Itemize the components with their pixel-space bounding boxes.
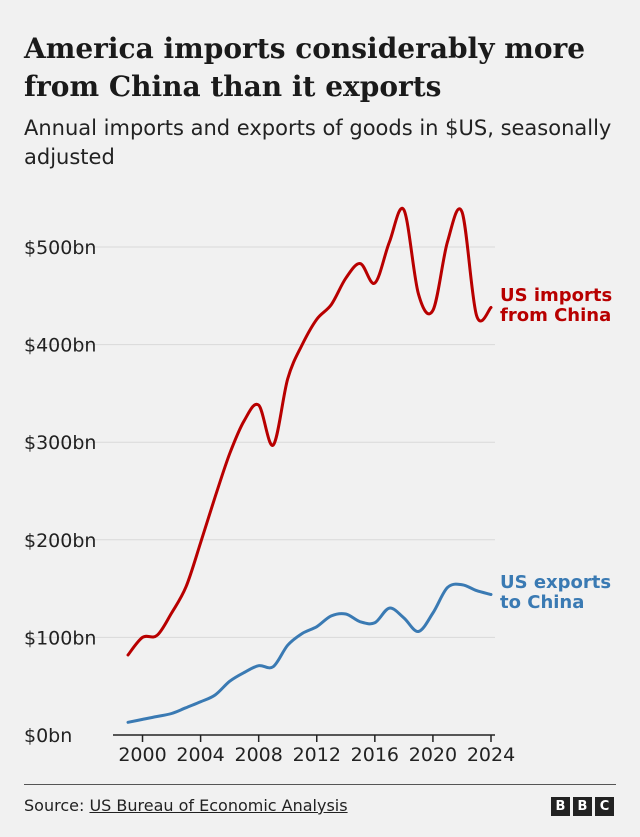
data-point bbox=[243, 671, 246, 674]
data-point bbox=[156, 634, 159, 637]
y-axis-tick-labels: $0bn $100bn $200bn $300bn $400bn $500bn bbox=[24, 237, 96, 747]
data-point bbox=[185, 706, 188, 709]
x-tick-label: 2000 bbox=[118, 744, 166, 766]
data-point bbox=[156, 715, 159, 718]
data-point bbox=[315, 625, 318, 628]
x-tick-label: 2024 bbox=[467, 744, 515, 766]
footer-divider bbox=[24, 784, 616, 785]
logo-letter-c: C bbox=[595, 797, 614, 816]
data-point bbox=[402, 616, 405, 619]
data-point bbox=[431, 612, 434, 615]
chart-subtitle: Annual imports and exports of goods in $… bbox=[24, 116, 612, 169]
data-point bbox=[475, 589, 478, 592]
y-tick-label: $100bn bbox=[24, 627, 96, 649]
series-label: US imports bbox=[500, 285, 612, 306]
data-point bbox=[490, 593, 493, 596]
source-prefix: Source: bbox=[24, 796, 85, 815]
data-point bbox=[344, 277, 347, 280]
y-tick-label: $500bn bbox=[24, 237, 96, 259]
data-point bbox=[490, 306, 493, 309]
data-point bbox=[272, 444, 275, 447]
data-point bbox=[330, 614, 333, 617]
line-chart: $0bn$100bn$200bn$300bn$400bn$500bn 2000 2… bbox=[24, 206, 612, 766]
source-link[interactable]: US Bureau of Economic Analysis bbox=[89, 796, 348, 815]
logo-letter-b1: B bbox=[551, 797, 570, 816]
x-tick-label: 2012 bbox=[293, 744, 341, 766]
data-point bbox=[185, 585, 188, 588]
data-point bbox=[199, 700, 202, 703]
data-point bbox=[417, 292, 420, 295]
bbc-logo: B B C bbox=[551, 797, 614, 816]
data-point bbox=[170, 612, 173, 615]
data-point bbox=[127, 654, 130, 657]
data-point bbox=[127, 721, 130, 724]
source-note: Source: US Bureau of Economic Analysis bbox=[24, 796, 348, 815]
data-point bbox=[461, 583, 464, 586]
data-point bbox=[402, 208, 405, 211]
data-point bbox=[373, 621, 376, 624]
data-point bbox=[141, 718, 144, 721]
data-point bbox=[446, 586, 449, 589]
data-point bbox=[359, 262, 362, 265]
data-point bbox=[214, 694, 217, 697]
data-point bbox=[228, 452, 231, 455]
data-point bbox=[272, 665, 275, 668]
x-tick-label: 2016 bbox=[351, 744, 399, 766]
x-tick-label: 2020 bbox=[409, 744, 457, 766]
data-point bbox=[170, 712, 173, 715]
exports-line bbox=[126, 582, 493, 724]
data-point bbox=[431, 309, 434, 312]
series-lines bbox=[126, 206, 493, 724]
y-tick-label: $0bn bbox=[24, 725, 72, 747]
data-point bbox=[301, 343, 304, 346]
data-point bbox=[228, 680, 231, 683]
data-point bbox=[257, 664, 260, 667]
x-tick-label: 2008 bbox=[235, 744, 283, 766]
data-point bbox=[301, 632, 304, 635]
data-point bbox=[388, 607, 391, 610]
x-axis: 2000 2004 2008 2012 2016 2020 2024 bbox=[113, 734, 515, 766]
gridlines bbox=[24, 246, 495, 638]
data-point bbox=[286, 644, 289, 647]
series-label: to China bbox=[500, 592, 584, 613]
data-point bbox=[257, 404, 260, 407]
series-label: US exports bbox=[500, 572, 611, 593]
data-point bbox=[344, 613, 347, 616]
data-point bbox=[243, 419, 246, 422]
data-point bbox=[330, 303, 333, 306]
data-point bbox=[286, 377, 289, 380]
y-tick-label: $300bn bbox=[24, 432, 96, 454]
y-tick-label: $400bn bbox=[24, 335, 96, 357]
data-point bbox=[461, 210, 464, 213]
data-point bbox=[446, 241, 449, 244]
data-point bbox=[373, 282, 376, 285]
imports-line bbox=[126, 206, 493, 657]
data-point bbox=[141, 636, 144, 639]
data-point bbox=[315, 318, 318, 321]
data-point bbox=[359, 620, 362, 623]
y-tick-label: $200bn bbox=[24, 530, 96, 552]
data-point bbox=[214, 495, 217, 498]
logo-letter-b2: B bbox=[573, 797, 592, 816]
series-label: from China bbox=[500, 305, 611, 326]
data-point bbox=[475, 314, 478, 317]
data-point bbox=[388, 241, 391, 244]
x-tick-label: 2004 bbox=[176, 744, 224, 766]
chart-title: America imports considerably more from C… bbox=[24, 32, 586, 103]
data-point bbox=[199, 541, 202, 544]
data-point bbox=[417, 630, 420, 633]
